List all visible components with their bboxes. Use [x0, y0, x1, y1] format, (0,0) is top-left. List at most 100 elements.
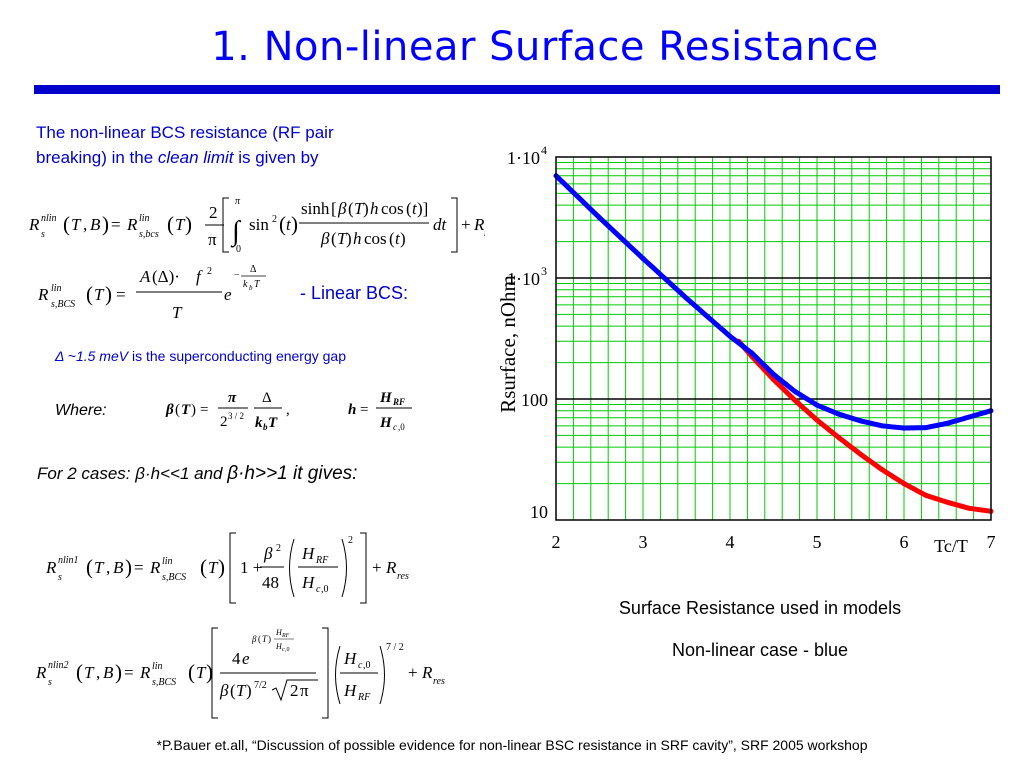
svg-text:,0: ,0	[321, 584, 329, 595]
svg-text:(: (	[167, 212, 174, 236]
svg-text:(: (	[86, 555, 93, 579]
svg-text:T: T	[94, 558, 105, 577]
x-tick-labels: 2 3 4 5 6 7 Tc/T	[552, 532, 996, 556]
delta-description: is the superconducting energy gap	[128, 348, 347, 364]
y-tick-exponent: 3	[541, 264, 547, 278]
series-point	[597, 215, 602, 221]
svg-text:): )	[115, 660, 122, 684]
y-tick-label: 1·10	[507, 148, 540, 168]
svg-text:R: R	[37, 285, 49, 304]
svg-text:2: 2	[207, 266, 212, 277]
series-point	[836, 435, 842, 441]
svg-text:c: c	[358, 660, 363, 671]
series-point	[640, 255, 646, 261]
svg-text:β: β	[219, 681, 229, 700]
svg-text:−: −	[234, 270, 240, 281]
svg-text:=: =	[360, 402, 368, 418]
svg-text:(: (	[331, 229, 337, 248]
svg-text:T: T	[236, 681, 247, 700]
svg-text:): )	[185, 212, 192, 236]
series-point	[966, 414, 972, 420]
svg-text:48: 48	[262, 573, 279, 592]
delta-value: Δ ~1.5 meV	[55, 348, 129, 364]
svg-text:R: R	[421, 663, 433, 682]
intro-text: The non-linear BCS resistance (RF pair b…	[36, 120, 476, 170]
svg-text:(: (	[389, 229, 395, 248]
intro-line1: The non-linear BCS resistance (RF pair	[36, 123, 334, 142]
x-tick-label: 6	[900, 532, 909, 552]
svg-text:): )	[191, 402, 196, 418]
svg-text:2: 2	[220, 414, 228, 430]
series-point	[858, 451, 863, 457]
equation-nlin1: R nlin1 s ( T,B ) = R lin s,BCS ( T ) 1 …	[45, 532, 409, 604]
svg-text:c: c	[282, 647, 285, 653]
svg-text:s: s	[58, 572, 62, 583]
series-point	[923, 425, 929, 431]
svg-text:(: (	[86, 282, 93, 306]
cases-text: For 2 cases: β·h<<1 and β·h>>1 it gives:	[37, 463, 357, 485]
svg-text:res: res	[433, 676, 445, 687]
svg-text:RF: RF	[281, 633, 290, 639]
series-point	[684, 295, 689, 301]
svg-text:(: (	[230, 681, 236, 700]
svg-text:(: (	[279, 212, 286, 236]
svg-text:Δ: Δ	[250, 264, 257, 275]
svg-text:lin: lin	[162, 556, 173, 567]
svg-text:B: B	[90, 215, 101, 234]
svg-text:(: (	[200, 555, 207, 579]
y-axis-label: Rsurface, nOhm	[496, 275, 520, 413]
svg-text:Δ: Δ	[262, 390, 272, 406]
svg-text:,: ,	[96, 663, 100, 682]
svg-text:s,BCS: s,BCS	[152, 677, 176, 688]
svg-text:2: 2	[290, 681, 299, 700]
series-line-2	[554, 173, 992, 431]
svg-text:+: +	[461, 215, 471, 234]
series-point	[901, 425, 907, 431]
svg-text:H: H	[301, 544, 316, 563]
x-tick-label: 3	[639, 532, 648, 552]
svg-text:,: ,	[286, 402, 290, 418]
series-point	[836, 411, 842, 417]
svg-text:,0: ,0	[363, 660, 371, 671]
svg-text:T: T	[337, 229, 348, 248]
delta-note: Δ ~1.5 meV is the superconducting energy…	[55, 348, 346, 364]
series-point	[792, 398, 798, 404]
svg-text:f: f	[196, 267, 203, 286]
series-point	[858, 418, 863, 424]
svg-text:H: H	[301, 573, 316, 592]
svg-text:cos: cos	[364, 229, 387, 248]
svg-text:b: b	[263, 422, 268, 432]
svg-text:β: β	[251, 634, 257, 644]
svg-text:t: t	[412, 199, 418, 218]
series-point	[771, 371, 776, 377]
chart-grid	[555, 157, 992, 520]
svg-text:R: R	[473, 215, 485, 234]
series-point	[792, 389, 798, 395]
series-point	[814, 417, 820, 423]
svg-text:T: T	[262, 634, 268, 644]
svg-text:R: R	[35, 663, 47, 682]
svg-text:+: +	[372, 558, 382, 577]
svg-text:7 / 2: 7 / 2	[386, 642, 404, 653]
y-tick-label: 1·10	[507, 269, 540, 289]
svg-text:R: R	[139, 663, 151, 682]
svg-text:R: R	[385, 558, 397, 577]
svg-text:H: H	[343, 649, 358, 668]
svg-text:2: 2	[348, 535, 353, 546]
svg-text:0: 0	[236, 244, 241, 255]
svg-text:R: R	[126, 215, 138, 234]
svg-text:=: =	[200, 402, 208, 418]
svg-text:): )	[291, 212, 298, 236]
svg-text:=: =	[134, 558, 144, 577]
x-tick-label: 5	[813, 532, 822, 552]
y-tick-label: 10	[530, 502, 548, 522]
series-point	[727, 333, 733, 339]
cases-big: β·h>>1 it gives:	[227, 463, 358, 484]
svg-text:T: T	[175, 215, 186, 234]
svg-text:b: b	[249, 284, 253, 292]
intro-line2-pre: breaking) in the	[36, 148, 158, 167]
slide-title: 1. Non-linear Surface Resistance	[211, 24, 879, 70]
